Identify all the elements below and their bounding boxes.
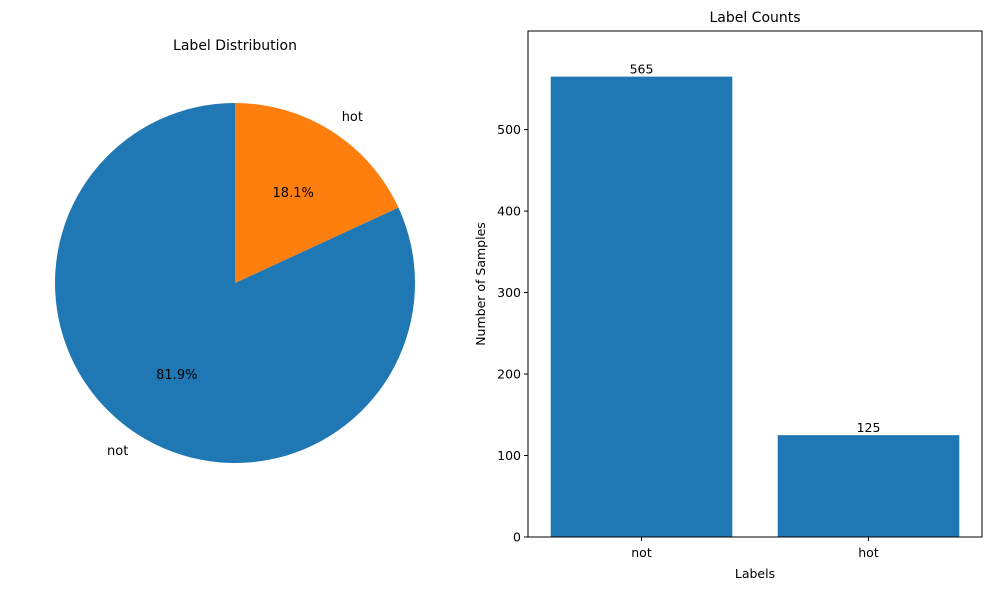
bar-x-axis-label: Labels (735, 566, 775, 581)
bar-chart: Label Counts 0 100 200 300 400 500 not hot 565… (473, 10, 983, 581)
pie-slice-hot (235, 103, 399, 283)
x-tick-label-hot: hot (858, 545, 879, 560)
x-ticks: not hot (631, 537, 879, 560)
pie-title: Label Distribution (173, 38, 297, 54)
bar-y-axis-label: Number of Samples (473, 222, 488, 346)
bar-not (550, 76, 733, 537)
y-tick-label-200: 200 (497, 367, 521, 382)
y-tick-label-100: 100 (497, 448, 521, 463)
pie-slices (54, 103, 416, 463)
bar-hot (777, 435, 960, 537)
bar-value-labels: 565 125 (630, 62, 881, 436)
y-ticks: 0 100 200 300 400 500 (497, 122, 528, 545)
y-tick-label-300: 300 (497, 285, 521, 300)
pie-category-label-not: not (107, 444, 128, 459)
pie-slice-not (54, 103, 416, 463)
bar-value-label-not: 565 (630, 62, 654, 77)
pie-labels: 81.9% not 18.1% hot (107, 110, 363, 459)
y-tick-label-400: 400 (497, 204, 521, 219)
pie-chart: Label Distribution 81.9% not 18.1% hot (54, 38, 416, 463)
bars (550, 76, 960, 537)
y-tick-label-500: 500 (497, 122, 521, 137)
pie-pct-label-hot: 18.1% (273, 186, 314, 201)
bar-value-label-hot: 125 (857, 420, 881, 435)
pie-category-label-hot: hot (342, 110, 363, 125)
bar-title: Label Counts (709, 10, 800, 26)
pie-pct-label-not: 81.9% (156, 368, 197, 383)
bar-plot-frame (527, 30, 983, 538)
x-tick-label-not: not (631, 545, 652, 560)
y-tick-label-0: 0 (513, 530, 521, 545)
